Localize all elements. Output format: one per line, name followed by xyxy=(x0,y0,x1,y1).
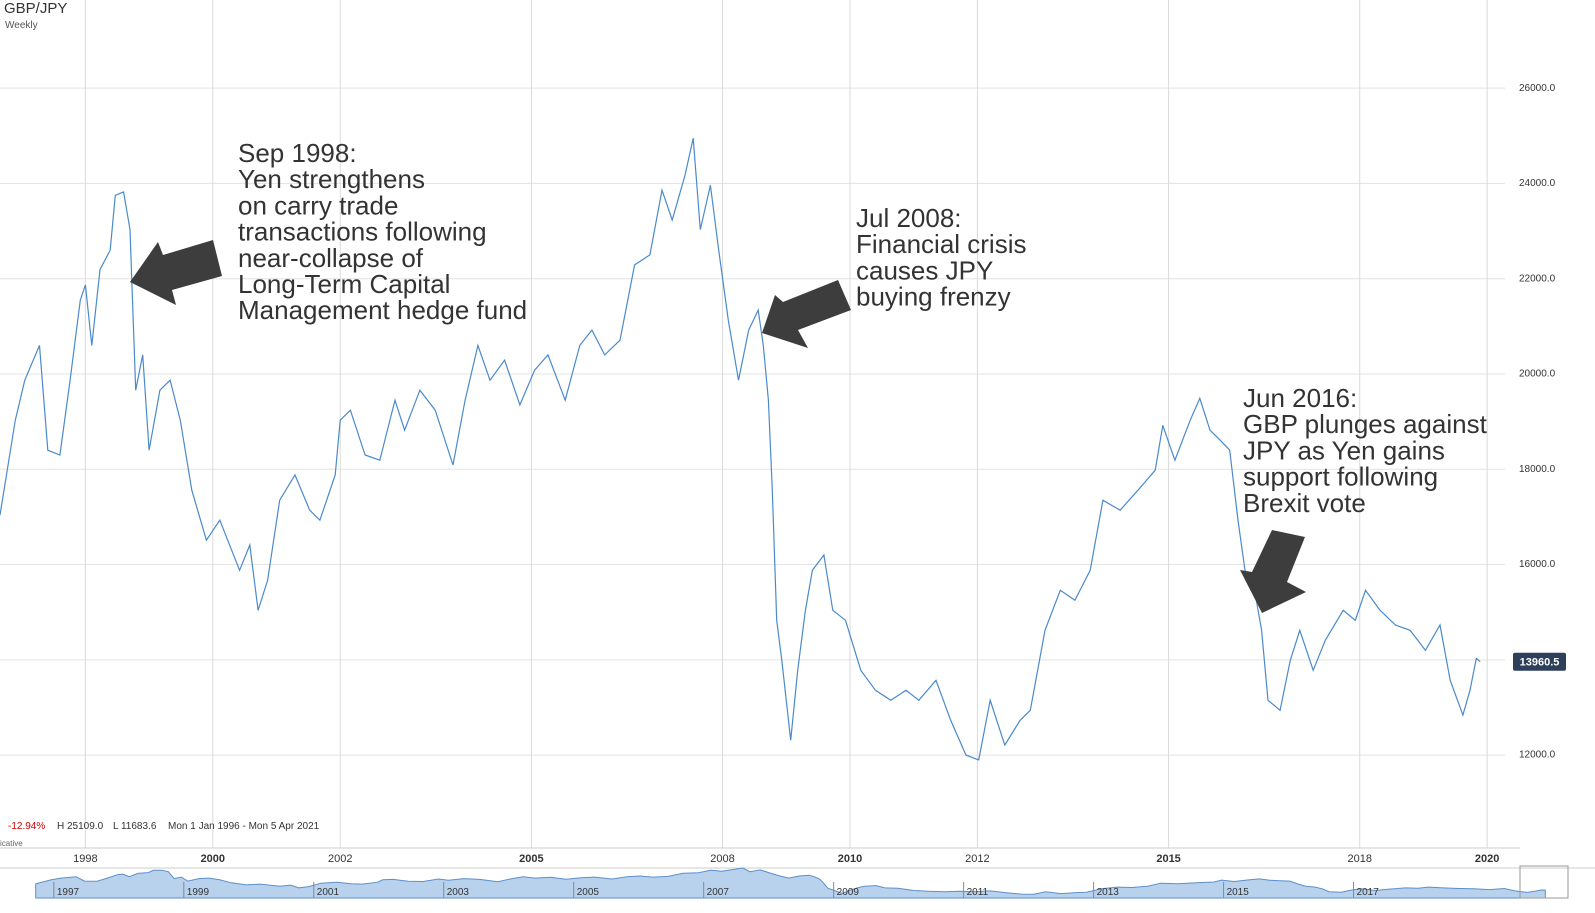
x-tick-label: 2000 xyxy=(201,853,225,865)
annotation-line: transactions following xyxy=(238,217,487,247)
navigator-tick-label: 2009 xyxy=(837,887,860,898)
x-tick-label: 2015 xyxy=(1156,853,1180,865)
navigator-tick-label: 1999 xyxy=(187,887,210,898)
x-tick-label: 2012 xyxy=(965,853,989,865)
last-value-tag xyxy=(1513,652,1566,671)
price-line xyxy=(0,138,1481,761)
annotation-line: near-collapse of xyxy=(238,243,424,273)
x-tick-label: 1998 xyxy=(73,853,97,865)
x-tick-label: 2002 xyxy=(328,853,352,865)
annotation-line: causes JPY xyxy=(856,255,993,285)
navigator-tick-label: 2007 xyxy=(707,887,730,898)
grid xyxy=(0,0,1505,848)
navigator-tick-label: 2017 xyxy=(1357,887,1380,898)
navigator-tick-label: 1997 xyxy=(57,887,80,898)
annotation-line: JPY as Yen gains xyxy=(1243,435,1445,465)
annotation-line: buying frenzy xyxy=(856,282,1011,312)
arrow xyxy=(1240,530,1306,613)
navigator-handle[interactable] xyxy=(1519,865,1569,899)
x-tick-label: 2008 xyxy=(710,853,734,865)
annotation-line: Jul 2008: xyxy=(856,203,962,233)
navigator-tick-label: 2003 xyxy=(447,887,470,898)
arrow xyxy=(130,240,222,305)
arrow xyxy=(762,280,851,348)
annotation-line: Brexit vote xyxy=(1243,488,1366,518)
stat-low: L 11683.6 xyxy=(113,821,157,832)
navigator-tick-label: 2001 xyxy=(317,887,340,898)
y-tick-label: 16000.0 xyxy=(1519,559,1556,570)
x-tick-label: 2005 xyxy=(519,853,543,865)
navigator-area xyxy=(35,867,1546,899)
x-tick-label: 2020 xyxy=(1475,853,1499,865)
navigator-tick-label: 2013 xyxy=(1097,887,1120,898)
annotation-line: Jun 2016: xyxy=(1243,383,1357,413)
stat-change: -12.94% xyxy=(8,821,45,832)
navigator: 1997 1999 2001 2003 2005 2007 2009 2011 2013 2015… xyxy=(35,867,1546,899)
annotation-line: Long-Term Capital xyxy=(238,269,450,299)
y-tick-label: 26000.0 xyxy=(1519,83,1556,94)
annotation-line: Yen strengthens xyxy=(238,164,425,194)
stat-note: icative xyxy=(0,839,23,848)
annotation-line: on carry trade xyxy=(238,190,398,220)
chart-subtitle: Weekly xyxy=(5,20,38,31)
annotation-line: GBP plunges against xyxy=(1243,409,1488,439)
navigator-tick-label: 2011 xyxy=(967,887,989,898)
y-tick-label: 18000.0 xyxy=(1519,464,1556,475)
stat-range: Mon 1 Jan 1996 - Mon 5 Apr 2021 xyxy=(168,821,320,832)
last-value-label: 13960.5 xyxy=(1520,657,1560,669)
y-tick-label: 22000.0 xyxy=(1519,273,1556,284)
y-tick-label: 24000.0 xyxy=(1519,178,1556,189)
navigator-tick-label: 2005 xyxy=(577,887,600,898)
chart-title: GBP/JPY xyxy=(4,0,67,17)
navigator-tick-label: 2015 xyxy=(1227,887,1250,898)
x-tick-label: 2010 xyxy=(838,853,862,865)
plot-area xyxy=(0,138,1481,761)
annotation-line: support following xyxy=(1243,462,1438,492)
stat-high: H 25109.0 xyxy=(57,821,104,832)
annotation-line: Sep 1998: xyxy=(238,138,357,168)
y-tick-label: 12000.0 xyxy=(1519,750,1556,761)
y-tick-label: 20000.0 xyxy=(1519,369,1556,380)
annotation-line: Management hedge fund xyxy=(238,295,527,325)
annotation-line: Financial crisis xyxy=(856,229,1027,259)
x-tick-label: 2018 xyxy=(1347,853,1371,865)
